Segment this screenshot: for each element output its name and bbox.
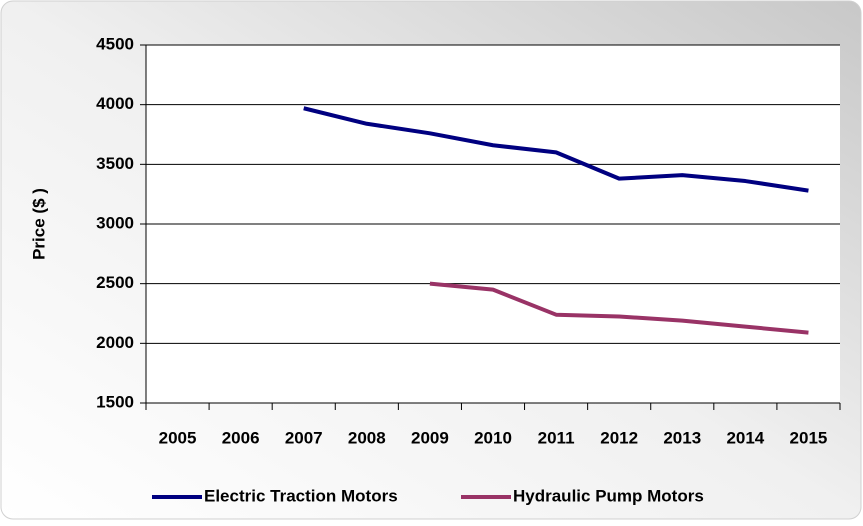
y-axis-label: Price ($ ) [29,188,48,260]
x-tick-label: 2013 [663,428,701,447]
x-tick-label: 2006 [222,428,260,447]
x-tick-label: 2010 [474,428,512,447]
x-tick-label: 2014 [726,428,764,447]
x-tick-label: 2009 [411,428,449,447]
x-tick-label: 2007 [285,428,323,447]
y-tick-label: 2000 [96,333,134,352]
legend-label: Hydraulic Pump Motors [513,486,704,505]
y-tick-label: 4000 [96,94,134,113]
y-tick-label: 3500 [96,154,134,173]
y-tick-label: 3000 [96,213,134,232]
legend-label: Electric Traction Motors [204,486,398,505]
x-tick-label: 2011 [538,428,575,447]
y-tick-label: 2500 [96,273,134,292]
y-tick-label: 4500 [96,34,134,53]
x-tick-label: 2005 [159,428,197,447]
x-tick-label: 2008 [348,428,386,447]
x-tick-label: 2015 [790,428,828,447]
line [429,281,809,335]
line [303,106,809,193]
x-tick-label: 2012 [600,428,638,447]
y-tick-label: 1500 [96,392,134,411]
